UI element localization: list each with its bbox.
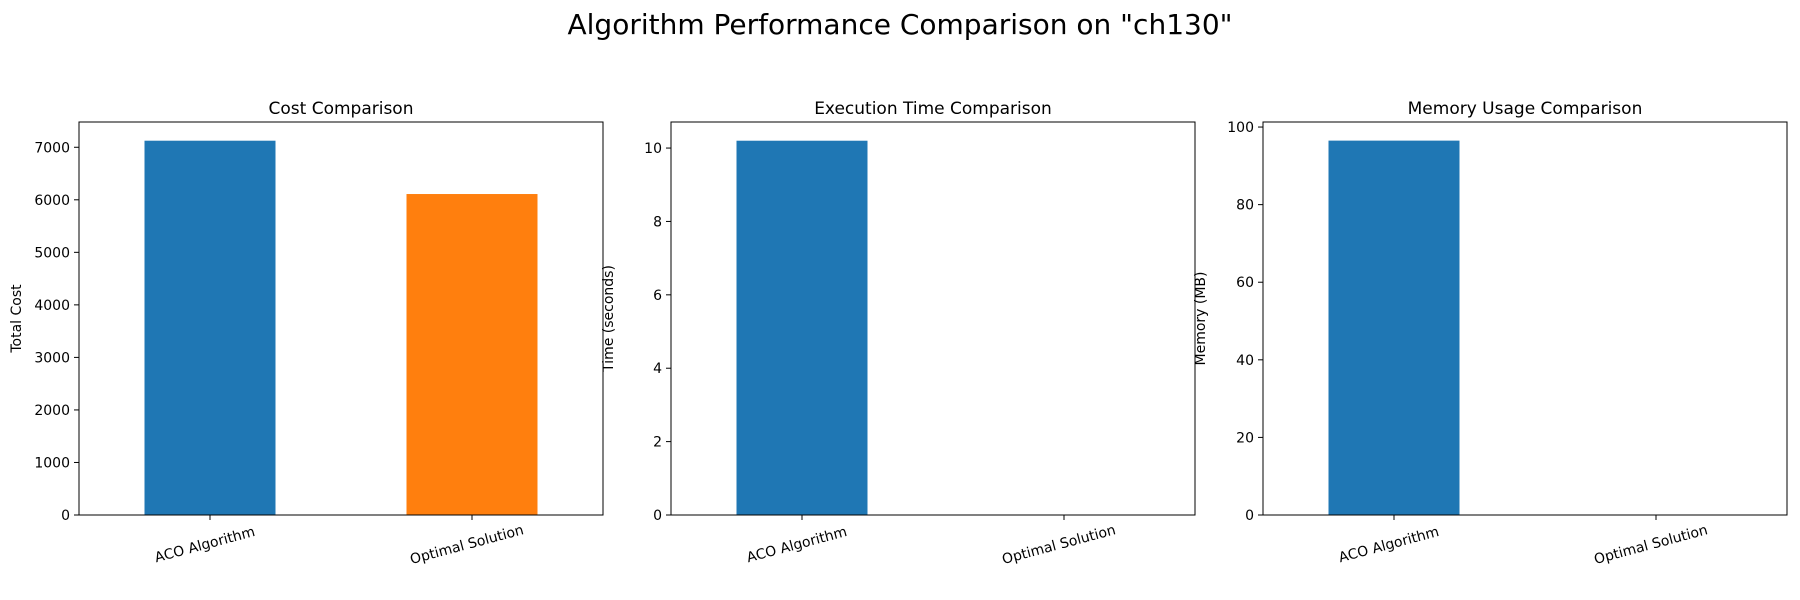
y-tick-label: 20	[1236, 430, 1254, 446]
x-tick-label: Optimal Solution	[1000, 522, 1117, 568]
chart-title: Memory Usage Comparison	[1408, 99, 1643, 119]
bar-aco-algorithm	[1328, 140, 1460, 515]
chart-title: Cost Comparison	[269, 99, 414, 119]
y-tick-label: 6000	[34, 193, 70, 209]
x-tick-label: ACO Algorithm	[745, 524, 849, 566]
y-tick-label: 100	[1227, 120, 1254, 136]
y-tick-label: 4	[653, 361, 662, 377]
y-tick-label: 7000	[34, 140, 70, 156]
bar-optimal-solution	[406, 194, 538, 515]
y-tick-label: 10	[644, 141, 662, 157]
chart-panel-1: 0 1000 2000 3000 4000 5000 6000 7000 ACO Algorit…	[9, 99, 604, 568]
chart-panel-3: 0 20 40 60 80 100 ACO Algorithm Optimal Solutio…	[1193, 99, 1788, 568]
chart-title: Execution Time Comparison	[814, 99, 1052, 119]
y-tick-label: 60	[1236, 275, 1254, 291]
y-tick-label: 40	[1236, 353, 1254, 369]
y-tick-label: 4000	[34, 298, 70, 314]
y-tick-label: 6	[653, 288, 662, 304]
y-axis-label: Memory (MB)	[1193, 272, 1209, 366]
plot-frame	[78, 121, 604, 516]
plot-frame	[1262, 121, 1788, 516]
y-tick-label: 8	[653, 214, 662, 230]
y-tick-label: 0	[61, 508, 70, 524]
y-tick-label: 3000	[34, 350, 70, 366]
y-tick-label: 5000	[34, 245, 70, 261]
x-tick-label: ACO Algorithm	[153, 524, 257, 566]
figure-suptitle: Algorithm Performance Comparison on "ch1…	[567, 8, 1232, 41]
x-tick-label: Optimal Solution	[408, 522, 525, 568]
y-axis-label: Time (seconds)	[601, 265, 617, 373]
y-tick-label: 0	[1245, 508, 1254, 524]
plot-frame	[670, 121, 1196, 516]
x-tick-label: Optimal Solution	[1592, 522, 1709, 568]
y-tick-label: 0	[653, 508, 662, 524]
bar-aco-algorithm	[144, 140, 276, 515]
x-tick-label: ACO Algorithm	[1337, 524, 1441, 566]
y-tick-label: 2000	[34, 403, 70, 419]
chart-panel-2: 0 2 4 6 8 10 ACO Algorithm Optimal Solution Exec…	[601, 99, 1196, 568]
y-tick-label: 2	[653, 435, 662, 451]
y-axis-label: Total Cost	[9, 284, 25, 354]
y-tick-label: 80	[1236, 198, 1254, 214]
y-tick-label: 1000	[34, 455, 70, 471]
bar-aco-algorithm	[736, 140, 868, 515]
